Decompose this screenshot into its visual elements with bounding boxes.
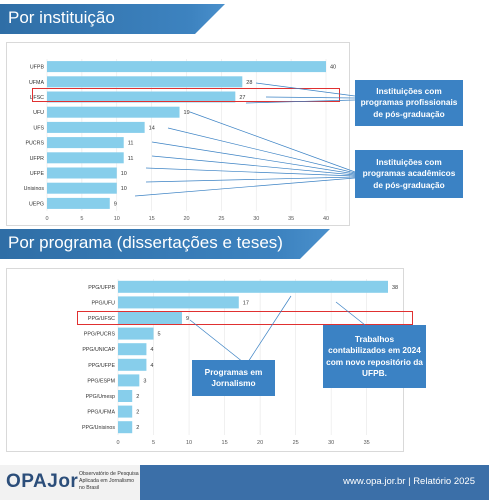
category-label: PPG/UFMA bbox=[87, 410, 115, 416]
x-tick-label: 20 bbox=[183, 216, 189, 222]
category-label: PPG/UFU bbox=[91, 300, 115, 306]
data-label: 28 bbox=[246, 80, 252, 86]
bar bbox=[47, 167, 117, 179]
section-banner-programs: Por programa (dissertações e teses) bbox=[0, 229, 330, 259]
bar bbox=[118, 358, 147, 371]
data-label: 9 bbox=[186, 316, 189, 322]
category-label: PPG/PUCRS bbox=[84, 332, 116, 338]
category-label: UFPB bbox=[30, 65, 45, 71]
category-label: UFU bbox=[33, 110, 44, 116]
data-label: 11 bbox=[128, 156, 134, 162]
category-label: UEPG bbox=[29, 201, 44, 207]
x-tick-label: 15 bbox=[149, 216, 155, 222]
category-label: PPG/Umesp bbox=[86, 394, 115, 400]
bar bbox=[118, 280, 388, 293]
bar bbox=[47, 61, 326, 73]
category-label: PPG/ESPM bbox=[87, 378, 115, 384]
x-tick-label: 20 bbox=[257, 440, 263, 446]
callout-counted-works: Trabalhos contabilizados em 2024 com nov… bbox=[323, 325, 426, 388]
bar bbox=[47, 76, 243, 88]
category-label: PPG/UFPE bbox=[88, 363, 115, 369]
data-label: 3 bbox=[143, 378, 146, 384]
x-tick-label: 25 bbox=[293, 440, 299, 446]
highlight-box-ufsc bbox=[32, 88, 340, 102]
x-tick-label: 35 bbox=[288, 216, 294, 222]
x-tick-label: 35 bbox=[364, 440, 370, 446]
data-label: 2 bbox=[136, 410, 139, 416]
category-label: UFMA bbox=[29, 80, 44, 86]
category-label: Unisinos bbox=[24, 186, 45, 192]
data-label: 9 bbox=[114, 201, 117, 207]
data-label: 4 bbox=[150, 363, 153, 369]
data-label: 38 bbox=[392, 285, 398, 291]
bar bbox=[47, 121, 145, 133]
section-title: Por instituição bbox=[8, 8, 115, 27]
bar bbox=[118, 421, 133, 434]
x-tick-label: 25 bbox=[218, 216, 224, 222]
x-tick-label: 5 bbox=[80, 216, 83, 222]
category-label: PUCRS bbox=[25, 141, 44, 147]
category-label: UFPR bbox=[30, 156, 45, 162]
x-tick-label: 15 bbox=[222, 440, 228, 446]
data-label: 4 bbox=[150, 347, 153, 353]
x-tick-label: 5 bbox=[152, 440, 155, 446]
bar bbox=[118, 327, 154, 340]
x-tick-label: 0 bbox=[116, 440, 119, 446]
x-tick-label: 10 bbox=[186, 440, 192, 446]
highlight-box-ppg-ufsc bbox=[77, 311, 413, 325]
x-tick-label: 0 bbox=[45, 216, 48, 222]
callout-academic-programs: Instituições com programas acadêmicos de… bbox=[355, 150, 463, 198]
bar bbox=[118, 296, 239, 309]
data-label: 10 bbox=[121, 186, 127, 192]
category-label: UFSC bbox=[30, 95, 45, 101]
bar bbox=[47, 152, 124, 164]
institution-chart-panel: 0 5 10 15 20 25 30 35 40 UFPB 40 UFMA 28 UFSC 27 UFU 19 U… bbox=[6, 42, 350, 226]
data-label: 19 bbox=[184, 110, 190, 116]
bar bbox=[118, 405, 133, 418]
data-label: 5 bbox=[158, 332, 161, 338]
category-label: PPG/UNICAP bbox=[82, 347, 115, 353]
opajor-logo: OPAJor bbox=[6, 471, 79, 492]
data-label: 40 bbox=[330, 65, 336, 71]
x-tick-label: 30 bbox=[328, 440, 334, 446]
data-label: 10 bbox=[121, 171, 127, 177]
category-label: UFS bbox=[33, 125, 44, 131]
bar bbox=[118, 390, 133, 402]
footer-info-bar: www.opa.jor.br | Relatório 2025 bbox=[140, 465, 489, 500]
bar bbox=[47, 137, 124, 149]
callout-journalism-programs: Programas em Jornalismo bbox=[192, 360, 275, 396]
x-tick-label: 10 bbox=[114, 216, 120, 222]
footer-brand-area: OPAJor Observatório de Pesquisa Aplicada… bbox=[0, 465, 140, 500]
footer: OPAJor Observatório de Pesquisa Aplicada… bbox=[0, 465, 489, 500]
section-banner-institutions: Por instituição bbox=[0, 4, 225, 34]
data-label: 2 bbox=[136, 394, 139, 400]
bar bbox=[118, 343, 147, 356]
logo-subtitle: Observatório de Pesquisa Aplicada em Jor… bbox=[79, 471, 139, 491]
institution-bar-chart: 0 5 10 15 20 25 30 35 40 UFPB 40 UFMA 28 UFSC 27 UFU 19 U… bbox=[24, 59, 336, 222]
footer-site-link[interactable]: www.opa.jor.br | Relatório 2025 bbox=[343, 476, 475, 487]
category-label: PPG/UFSC bbox=[88, 316, 115, 322]
bar bbox=[47, 182, 117, 194]
x-tick-label: 30 bbox=[253, 216, 259, 222]
bar bbox=[118, 374, 140, 387]
bar bbox=[118, 312, 182, 324]
category-label: PPG/Unisinos bbox=[82, 425, 115, 431]
data-label: 2 bbox=[136, 425, 139, 431]
bar bbox=[47, 91, 236, 103]
data-label: 27 bbox=[239, 95, 245, 101]
data-label: 17 bbox=[243, 300, 249, 306]
bar bbox=[47, 197, 110, 209]
category-label: PPG/UFPB bbox=[88, 285, 115, 291]
x-tick-label: 40 bbox=[323, 216, 329, 222]
data-label: 14 bbox=[149, 125, 155, 131]
bar bbox=[47, 106, 180, 118]
section-title: Por programa (dissertações e teses) bbox=[8, 233, 283, 252]
category-label: UFPE bbox=[30, 171, 45, 177]
callout-professional-programs: Instituições com programas profissionais… bbox=[355, 80, 463, 126]
data-label: 11 bbox=[128, 141, 134, 147]
